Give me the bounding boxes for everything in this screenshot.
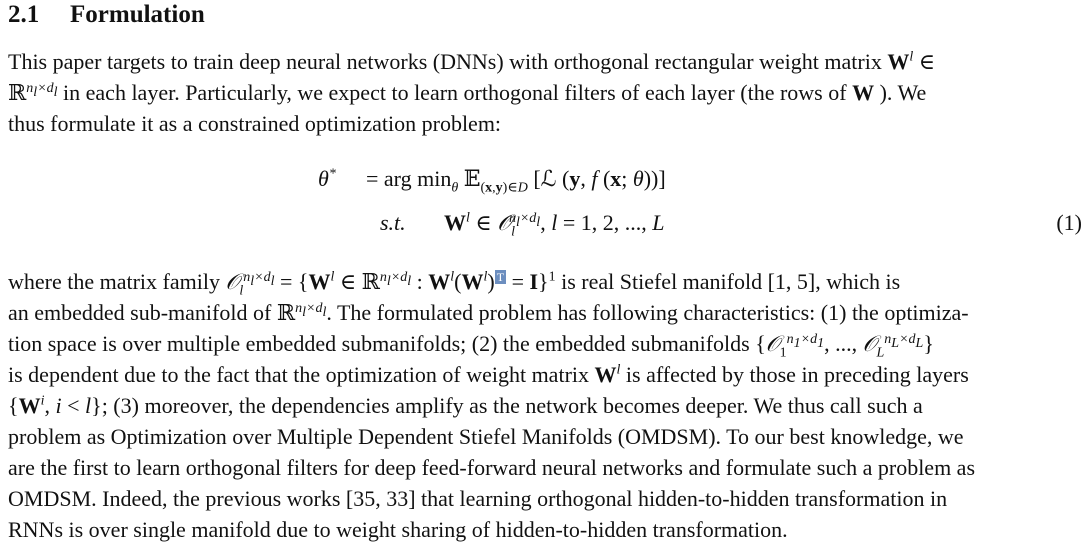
paragraph-line: are the first to learn orthogonal filter… xyxy=(8,455,976,480)
paragraph-line: ℝnl×dl in each layer. Particularly, we e… xyxy=(8,80,927,105)
paragraph-line: thus formulate it as a constrained optim… xyxy=(8,111,502,136)
paragraph-body: where the matrix family 𝒪lnl×dl = {Wl ∈ … xyxy=(8,266,1084,545)
paragraph-intro: This paper targets to train deep neural … xyxy=(8,46,1084,139)
section-number: 2.1 xyxy=(8,1,40,28)
paragraph-line: {Wi, i < l}; (3) moreover, the dependenc… xyxy=(8,393,923,418)
paragraph-line: is dependent due to the fact that the op… xyxy=(8,362,969,387)
paragraph-line: This paper targets to train deep neural … xyxy=(8,49,936,74)
paragraph-line: where the matrix family 𝒪lnl×dl = {Wl ∈ … xyxy=(8,269,901,299)
section-title: Formulation xyxy=(70,1,205,28)
paragraph-line: problem as Optimization over Multiple De… xyxy=(8,424,964,449)
highlighted-transpose: T xyxy=(494,269,507,284)
equation-lhs: θ* xyxy=(318,166,336,191)
equation-constraint: Wl ∈ 𝒪lnl×dl, l = 1, 2, ..., L xyxy=(444,210,665,240)
paragraph-line: an embedded sub-manifold of ℝnl×dl. The … xyxy=(8,300,969,325)
paragraph-line: tion space is over multiple embedded sub… xyxy=(8,331,934,361)
equation-number: (1) xyxy=(1056,210,1082,235)
equation-constraint-label: s.t. xyxy=(380,210,406,235)
section-heading: 2.1 Formulation xyxy=(8,0,205,30)
paragraph-line: RNNs is over single manifold due to weig… xyxy=(8,517,788,542)
equation-1: θ* = arg minθ 𝔼(x,y)∈D [ℒ (y, f (x; θ))]… xyxy=(0,160,1092,250)
equation-rhs: = arg minθ 𝔼(x,y)∈D [ℒ (y, f (x; θ))] xyxy=(366,166,666,196)
paragraph-line: OMDSM. Indeed, the previous works [35, 3… xyxy=(8,486,948,511)
